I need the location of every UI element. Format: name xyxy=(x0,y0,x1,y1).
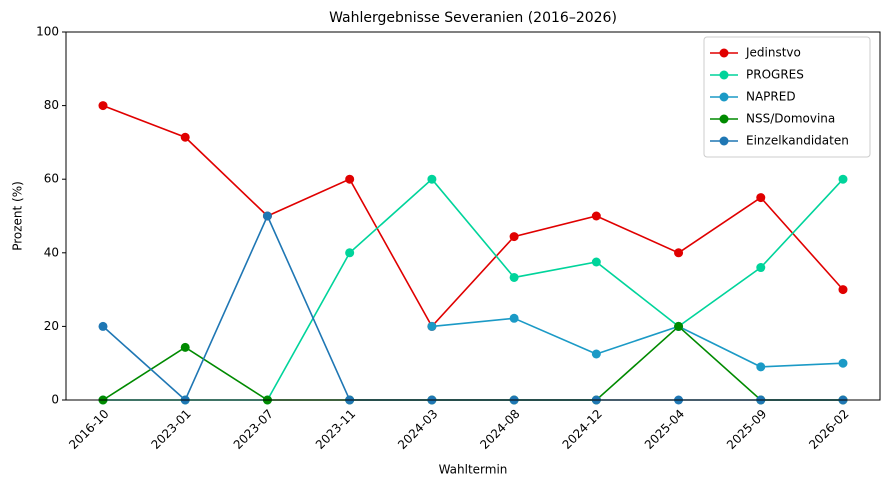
data-point xyxy=(756,362,766,372)
legend-label: NAPRED xyxy=(746,90,796,104)
y-axis-label: Prozent (%) xyxy=(11,181,25,251)
chart-title: Wahlergebnisse Severanien (2016–2026) xyxy=(329,10,617,26)
x-tick-label: 2024-08 xyxy=(477,407,522,452)
x-tick-label: 2023-07 xyxy=(231,407,276,452)
data-point xyxy=(427,321,437,331)
y-tick-label: 20 xyxy=(44,319,59,333)
legend-marker xyxy=(719,136,729,146)
data-point xyxy=(345,174,355,184)
series-line xyxy=(102,214,843,402)
y-tick-label: 100 xyxy=(36,25,59,39)
data-point xyxy=(756,263,766,273)
data-point xyxy=(180,132,190,142)
legend-marker xyxy=(719,114,729,124)
data-point xyxy=(509,232,519,242)
x-tick-label: 2025-04 xyxy=(642,407,687,452)
legend-label: NSS/Domovina xyxy=(746,112,835,126)
data-point xyxy=(756,193,766,203)
x-tick-label: 2026-02 xyxy=(806,407,851,452)
plot-frame xyxy=(65,31,881,401)
x-tick-label: 2025-09 xyxy=(724,407,769,452)
data-point xyxy=(509,313,519,323)
legend-label: Einzelkandidaten xyxy=(746,134,849,148)
data-point xyxy=(98,321,108,331)
legend-label: Jedinstvo xyxy=(745,46,801,60)
data-point xyxy=(98,101,108,111)
legend-marker xyxy=(719,48,729,58)
data-point xyxy=(591,349,601,359)
y-tick-label: 60 xyxy=(44,172,59,186)
data-point xyxy=(427,174,437,184)
series-line xyxy=(431,317,844,368)
x-tick-label: 2016-10 xyxy=(66,407,111,452)
data-point xyxy=(591,211,601,221)
legend-marker xyxy=(719,92,729,102)
data-point xyxy=(345,248,355,258)
x-tick-label: 2023-11 xyxy=(313,407,358,452)
legend-label: PROGRES xyxy=(746,68,804,82)
data-point xyxy=(180,342,190,352)
x-tick-label: 2024-03 xyxy=(395,407,440,452)
data-point xyxy=(674,248,684,258)
series-line xyxy=(103,178,844,401)
data-point xyxy=(509,272,519,282)
y-tick-label: 40 xyxy=(44,245,59,259)
x-axis-label: Wahltermin xyxy=(439,463,508,477)
y-tick-label: 0 xyxy=(51,393,59,407)
x-tick-label: 2024-12 xyxy=(560,407,605,452)
data-point xyxy=(838,358,848,368)
data-point xyxy=(838,285,848,295)
legend-box xyxy=(703,36,871,158)
data-point xyxy=(838,174,848,184)
data-point xyxy=(262,211,272,221)
data-point xyxy=(591,257,601,267)
x-tick-label: 2023-01 xyxy=(148,407,193,452)
data-point xyxy=(674,321,684,331)
legend-marker xyxy=(719,70,729,80)
series-line xyxy=(102,104,844,328)
y-tick-label: 80 xyxy=(44,98,59,112)
